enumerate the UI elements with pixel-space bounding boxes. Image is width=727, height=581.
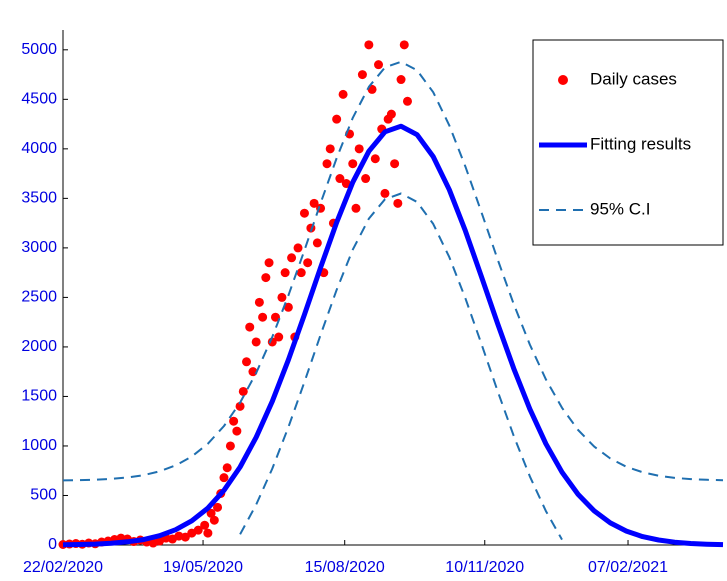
x-tick-label: 07/02/2021 bbox=[588, 559, 668, 576]
data-point bbox=[399, 40, 409, 50]
data-point bbox=[242, 357, 252, 367]
x-tick-label: 15/08/2020 bbox=[305, 559, 385, 576]
data-point bbox=[364, 40, 374, 50]
data-point bbox=[180, 532, 190, 542]
data-point bbox=[338, 89, 348, 99]
data-point bbox=[229, 416, 239, 426]
data-point bbox=[325, 144, 335, 154]
data-point bbox=[270, 312, 280, 322]
data-point bbox=[354, 144, 364, 154]
data-point bbox=[264, 258, 274, 268]
y-tick-label: 500 bbox=[30, 487, 57, 504]
data-point bbox=[332, 114, 342, 124]
fit-line bbox=[62, 123, 724, 548]
y-tick-label: 1000 bbox=[21, 437, 57, 454]
data-point bbox=[402, 96, 412, 106]
data-point bbox=[380, 188, 390, 198]
data-point bbox=[335, 174, 345, 184]
data-point bbox=[309, 198, 319, 208]
legend-label: Daily cases bbox=[590, 69, 677, 88]
data-point bbox=[348, 159, 358, 169]
data-point bbox=[213, 502, 223, 512]
data-point bbox=[386, 109, 396, 119]
y-tick-label: 0 bbox=[48, 536, 57, 553]
data-point bbox=[232, 426, 242, 436]
x-tick-label: 19/05/2020 bbox=[163, 559, 243, 576]
data-point bbox=[396, 75, 406, 85]
data-point bbox=[357, 70, 367, 80]
y-tick-label: 3000 bbox=[21, 239, 57, 256]
y-tick-label: 5000 bbox=[21, 41, 57, 58]
x-tick-label: 10/11/2020 bbox=[445, 559, 524, 576]
data-point bbox=[258, 312, 268, 322]
data-point bbox=[296, 268, 306, 278]
y-tick-label: 4500 bbox=[21, 91, 57, 108]
data-point bbox=[287, 253, 297, 263]
y-tick-label: 2000 bbox=[21, 338, 57, 355]
data-point bbox=[312, 238, 322, 248]
data-point bbox=[293, 243, 303, 253]
data-point bbox=[303, 258, 313, 268]
legend-label: 95% C.I bbox=[590, 199, 650, 218]
data-point bbox=[370, 154, 380, 164]
data-point bbox=[254, 297, 264, 307]
data-point bbox=[277, 292, 287, 302]
data-point bbox=[219, 473, 229, 483]
data-point bbox=[322, 159, 332, 169]
data-point bbox=[245, 322, 255, 332]
data-point bbox=[361, 174, 371, 184]
x-tick-label: 22/02/2020 bbox=[23, 559, 103, 576]
data-point bbox=[280, 268, 290, 278]
data-point bbox=[393, 198, 403, 208]
data-point bbox=[200, 520, 210, 530]
legend-label: Fitting results bbox=[590, 134, 691, 153]
data-point bbox=[193, 525, 203, 535]
data-point bbox=[235, 401, 245, 411]
data-point bbox=[261, 273, 271, 283]
y-tick-label: 3500 bbox=[21, 190, 57, 207]
data-point bbox=[274, 332, 284, 342]
data-point bbox=[299, 208, 309, 218]
data-point bbox=[225, 441, 235, 451]
y-tick-label: 4000 bbox=[21, 140, 57, 157]
ci-line bbox=[239, 192, 563, 541]
ci-line bbox=[62, 60, 724, 482]
y-tick-label: 2500 bbox=[21, 289, 57, 306]
y-tick-label: 1500 bbox=[21, 388, 57, 405]
data-point bbox=[209, 515, 219, 525]
data-point bbox=[222, 463, 232, 473]
data-point bbox=[238, 386, 248, 396]
data-point bbox=[206, 508, 216, 518]
data-point bbox=[283, 302, 293, 312]
data-point bbox=[203, 528, 213, 538]
data-point bbox=[390, 159, 400, 169]
data-point bbox=[351, 203, 361, 213]
data-point bbox=[251, 337, 261, 347]
data-point bbox=[374, 60, 384, 70]
legend-marker bbox=[558, 75, 568, 85]
data-point bbox=[341, 179, 351, 189]
